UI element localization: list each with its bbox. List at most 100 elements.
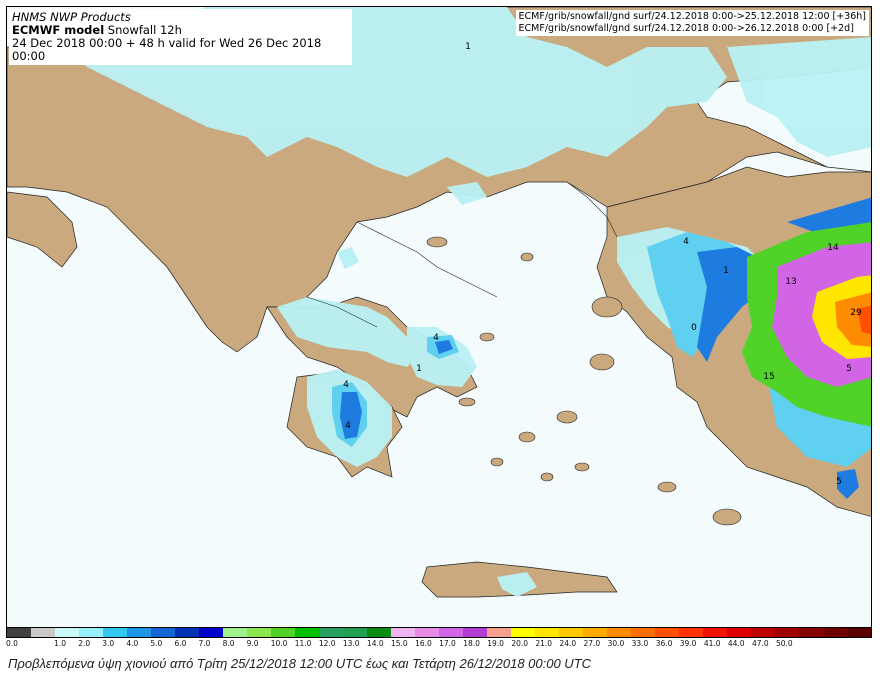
figure-caption: Προβλεπόμενα ύψη χιονιού από Τρίτη 25/12…: [8, 656, 592, 671]
colorbar-segment: [367, 628, 391, 637]
label-turkey-15: 15: [763, 372, 775, 382]
colorbar-segment: [55, 628, 79, 637]
colorbar-segment: [247, 628, 271, 637]
colorbar-segment: [727, 628, 751, 637]
colorbar-tick-label: 9.0: [246, 639, 259, 648]
colorbar-segment: [79, 628, 103, 637]
colorbar-tick-label: [848, 639, 872, 649]
colorbar-tick-label: 10.0: [270, 639, 288, 648]
source-line-2: ECMF/grib/snowfall/gnd surf/24.12.2018 0…: [518, 23, 854, 34]
colorbar-tick-label: 1.0: [54, 639, 67, 648]
label-turkey-5b: 5: [836, 477, 842, 487]
colorbar-tick-label: 0.0: [6, 639, 18, 648]
colorbar-tick-label: 13.0: [342, 639, 360, 648]
colorbar-tick-label: 12.0: [318, 639, 336, 648]
colorbar-segment: [775, 628, 799, 637]
colorbar-tick-label: 20.0: [511, 639, 529, 648]
colorbar-segment: [487, 628, 511, 637]
colorbar-segment: [607, 628, 631, 637]
colorbar-tick-label: 14.0: [366, 639, 384, 648]
label-turkey-13: 13: [785, 277, 797, 287]
label-turkey-29: 29: [850, 308, 862, 318]
label-turkey-5a: 5: [846, 364, 852, 374]
label-peloponnese-south: 4: [345, 421, 351, 431]
colorbar-tick-label: 3.0: [102, 639, 115, 648]
model-line: ECMWF model Snowfall 12h: [12, 24, 349, 37]
land-italy: [7, 191, 78, 268]
colorbar-tick-label: 33.0: [631, 639, 649, 648]
colorbar-segment: [415, 628, 439, 637]
colorbar-segment: [175, 628, 199, 637]
colorbar-ticks: 0.0 1.0 2.0 3.0 4.0 5.0 6.0 7.0 8.0 9.0 10.0 11.0 12…: [6, 639, 872, 649]
colorbar-tick-label: [824, 639, 848, 649]
coastlines: [306, 181, 618, 328]
map-canvas: [7, 7, 871, 627]
colorbar-tick-label: 6.0: [174, 639, 187, 648]
label-aegean-east: 0: [691, 323, 697, 333]
source-line-1: ECMF/grib/snowfall/gnd surf/24.12.2018 0…: [518, 11, 866, 22]
label-north-balkans: 1: [465, 42, 471, 52]
colorbar-tick-label: 21.0: [535, 639, 553, 648]
colorbar-segment: [103, 628, 127, 637]
label-peloponnese-north: 4: [343, 380, 349, 390]
colorbar-segment: [271, 628, 295, 637]
colorbar-segment: [439, 628, 463, 637]
colorbar-tick-label: 27.0: [583, 639, 601, 648]
colorbar-segment: [751, 628, 775, 637]
label-thrace-west: 4: [683, 237, 689, 247]
model-field: Snowfall 12h: [104, 23, 182, 37]
colorbar-tick-label: 18.0: [463, 639, 480, 648]
colorbar-segment: [511, 628, 535, 637]
label-turkey-14: 14: [827, 243, 839, 253]
colorbar-segment: [655, 628, 679, 637]
colorbar-segment: [319, 628, 343, 637]
colorbar-tick-label: [30, 639, 54, 649]
colorbar-segment: [535, 628, 559, 637]
colorbar-tick-label: 24.0: [559, 639, 577, 648]
colorbar-segment: [127, 628, 151, 637]
source-info: ECMF/grib/snowfall/gnd surf/24.12.2018 0…: [515, 10, 869, 36]
label-thessaly: 4: [433, 333, 439, 343]
colorbar-segment: [799, 628, 823, 637]
colorbar-segment: [391, 628, 415, 637]
colorbar-tick-label: 44.0: [727, 639, 745, 648]
snowfall-orange-core: [812, 275, 871, 359]
colorbar-tick-label: 19.0: [487, 639, 504, 648]
colorbar-tick-label: 2.0: [78, 639, 91, 648]
valid-line: 24 Dec 2018 00:00 + 48 h valid for Wed 2…: [12, 36, 322, 63]
colorbar-segment: [343, 628, 367, 637]
snowfall-map: HNMS NWP Products ECMWF model Snowfall 1…: [6, 6, 872, 628]
colorbar-segment: [847, 628, 871, 637]
map-header: HNMS NWP Products ECMWF model Snowfall 1…: [9, 9, 352, 65]
colorbar-tick-label: 15.0: [391, 639, 408, 648]
colorbar-tick-label: 30.0: [607, 639, 625, 648]
colorbar-tick-label: 47.0: [751, 639, 769, 648]
colorbar-tick-label: 8.0: [222, 639, 235, 648]
label-thrace-mid: 1: [723, 266, 729, 276]
colorbar: [6, 627, 872, 638]
product-line: HNMS NWP Products: [12, 10, 131, 24]
colorbar-tick-label: 4.0: [126, 639, 139, 648]
colorbar-tick-label: 11.0: [294, 639, 312, 648]
colorbar-tick-label: 36.0: [655, 639, 673, 648]
colorbar-tick-label: 5.0: [150, 639, 163, 648]
colorbar-segment: [463, 628, 487, 637]
aegean-islands: [426, 236, 742, 526]
colorbar-segment: [151, 628, 175, 637]
colorbar-tick-label: 50.0: [776, 639, 793, 648]
colorbar-tick-label: 16.0: [415, 639, 432, 648]
colorbar-segment: [199, 628, 223, 637]
colorbar-tick-label: 41.0: [703, 639, 721, 648]
colorbar-tick-label: 39.0: [679, 639, 697, 648]
colorbar-tick-label: 17.0: [439, 639, 456, 648]
colorbar-segment: [823, 628, 847, 637]
colorbar-tick-label: 7.0: [198, 639, 211, 648]
label-central-greece: 1: [416, 364, 422, 374]
colorbar-segment: [295, 628, 319, 637]
model-name: ECMWF model: [12, 23, 105, 37]
colorbar-tick-label: [800, 639, 824, 649]
colorbar-segment: [631, 628, 655, 637]
colorbar-segment: [223, 628, 247, 637]
colorbar-segment: [679, 628, 703, 637]
colorbar-segment: [703, 628, 727, 637]
